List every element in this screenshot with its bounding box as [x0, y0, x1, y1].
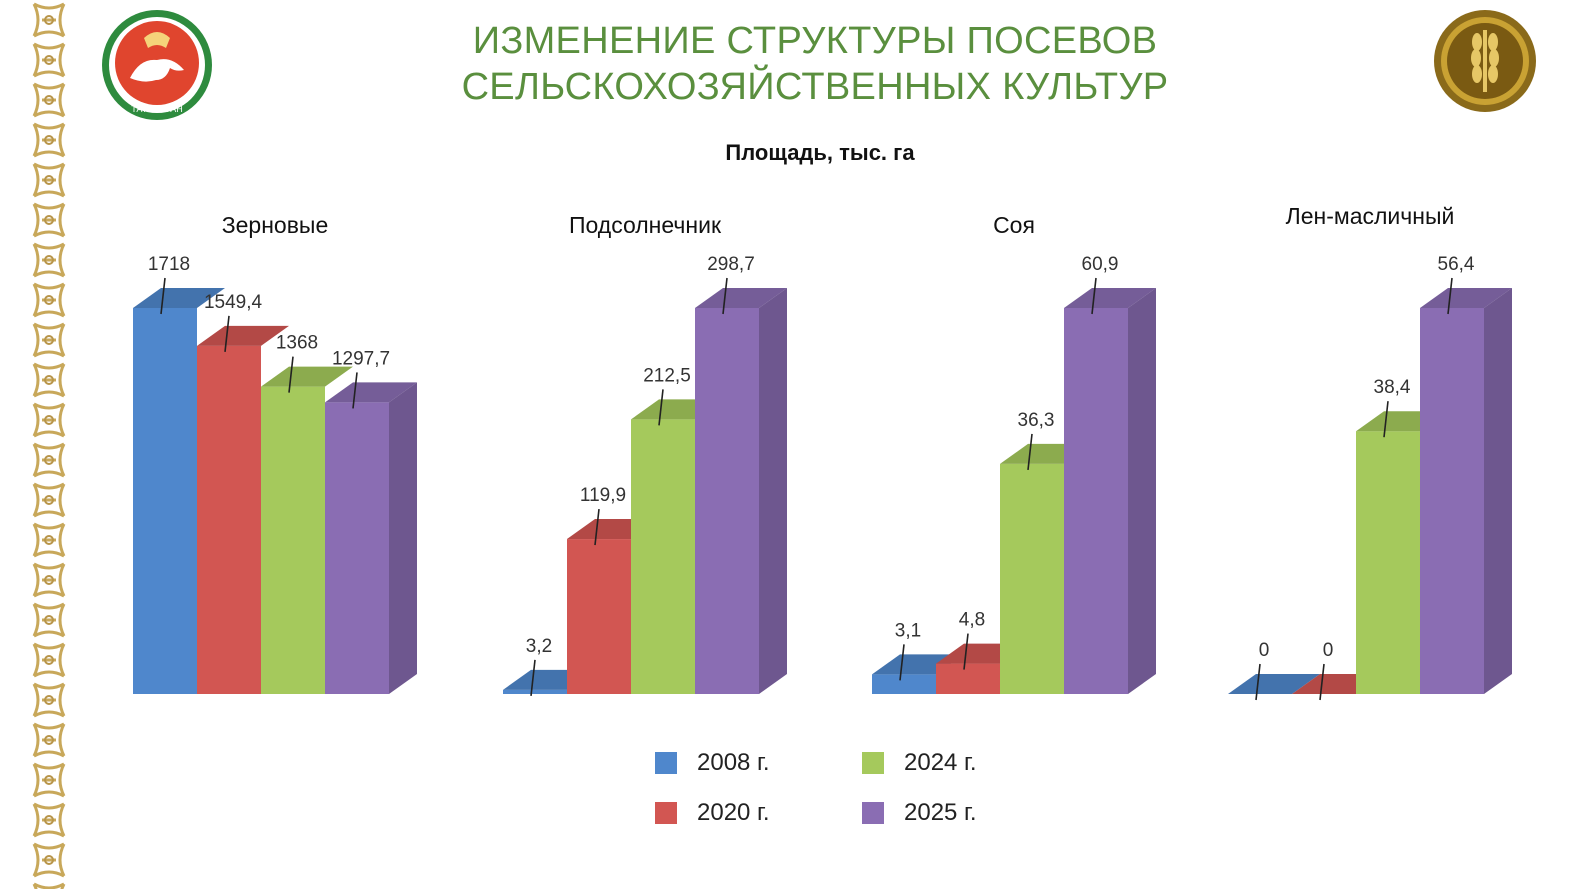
bar	[261, 386, 325, 694]
bar-top	[133, 288, 225, 308]
legend-swatch	[862, 752, 884, 774]
label-leader	[160, 277, 166, 315]
legend-label: 2024 г.	[904, 749, 977, 776]
emblem-text: ТАТАРСТАН	[131, 104, 183, 114]
label-leader	[352, 372, 358, 409]
bar-top	[1420, 288, 1512, 308]
bar-side	[1484, 288, 1512, 694]
bar	[1000, 463, 1064, 694]
group-label: Соя	[993, 212, 1035, 238]
bar	[325, 402, 389, 694]
bar	[1356, 431, 1420, 694]
chart-title: Площадь, тыс. га	[725, 140, 915, 165]
page-title-line-2: СЕЛЬСКОХОЗЯЙСТВЕННЫХ КУЛЬТУР	[461, 66, 1169, 108]
label-leader	[1447, 277, 1453, 315]
bar	[872, 674, 936, 694]
page-title: ИЗМЕНЕНИЕ СТРУКТУРЫ ПОСЕВОВ СЕЛЬСКОХОЗЯЙ…	[300, 18, 1330, 110]
legend-swatch	[862, 802, 884, 824]
group-label: Лен-масличный	[1286, 203, 1455, 229]
bar-top	[695, 288, 787, 308]
label-leader	[224, 315, 230, 352]
bar-side	[759, 288, 787, 694]
bar-side	[1128, 288, 1156, 694]
bar	[503, 689, 567, 694]
label-leader	[1319, 663, 1325, 701]
wheat-emblem-logo	[1434, 10, 1536, 112]
page-title-line-1: ИЗМЕНЕНИЕ СТРУКТУРЫ ПОСЕВОВ	[472, 20, 1158, 62]
label-leader	[1255, 663, 1261, 701]
label-leader	[963, 633, 969, 670]
label-leader	[1383, 401, 1389, 438]
data-label: 38,4	[1374, 377, 1411, 398]
data-label: 56,4	[1438, 254, 1475, 275]
label-leader	[722, 277, 728, 315]
data-label: 4,8	[959, 610, 985, 631]
data-label: 3,2	[526, 636, 552, 657]
data-label: 119,9	[580, 485, 626, 506]
bar-top	[1228, 674, 1320, 694]
legend-label: 2020 г.	[697, 799, 770, 826]
bar-top	[261, 366, 353, 387]
bar	[1420, 308, 1484, 694]
bar-top	[325, 382, 417, 403]
bar-top	[1064, 288, 1156, 308]
data-label: 60,9	[1082, 254, 1119, 275]
legend-label: 2008 г.	[697, 749, 770, 776]
data-label: 0	[1323, 640, 1334, 661]
bar	[567, 539, 631, 694]
group-label: Подсолнечник	[569, 212, 722, 238]
bar	[1064, 308, 1128, 694]
label-leader	[1027, 433, 1033, 471]
ornamental-border	[28, 0, 70, 889]
bar	[695, 308, 759, 694]
label-leader	[530, 659, 536, 696]
data-label: 36,3	[1018, 410, 1055, 431]
data-label: 3,1	[895, 620, 921, 641]
bar	[631, 419, 695, 694]
label-leader	[899, 644, 905, 681]
label-leader	[594, 508, 600, 546]
bar-side	[389, 382, 417, 694]
legend-swatch	[655, 802, 677, 824]
data-label: 1297,7	[332, 348, 390, 369]
bar-top	[197, 325, 289, 346]
data-label: 1549,4	[204, 292, 263, 313]
data-label: 298,7	[707, 254, 755, 275]
data-label: 0	[1259, 640, 1270, 661]
label-leader	[658, 389, 664, 426]
data-label: 212,5	[643, 365, 691, 386]
label-leader	[1091, 277, 1097, 315]
group-label: Зерновые	[222, 212, 329, 238]
legend-swatch	[655, 752, 677, 774]
data-label: 1718	[148, 254, 190, 275]
label-leader	[288, 356, 294, 393]
bar	[936, 663, 1000, 694]
data-label: 1368	[276, 333, 318, 354]
legend-label: 2025 г.	[904, 799, 977, 826]
bar	[197, 345, 261, 694]
bar	[133, 308, 197, 694]
tatarstan-emblem-logo: ТАТАРСТАН	[102, 10, 212, 120]
